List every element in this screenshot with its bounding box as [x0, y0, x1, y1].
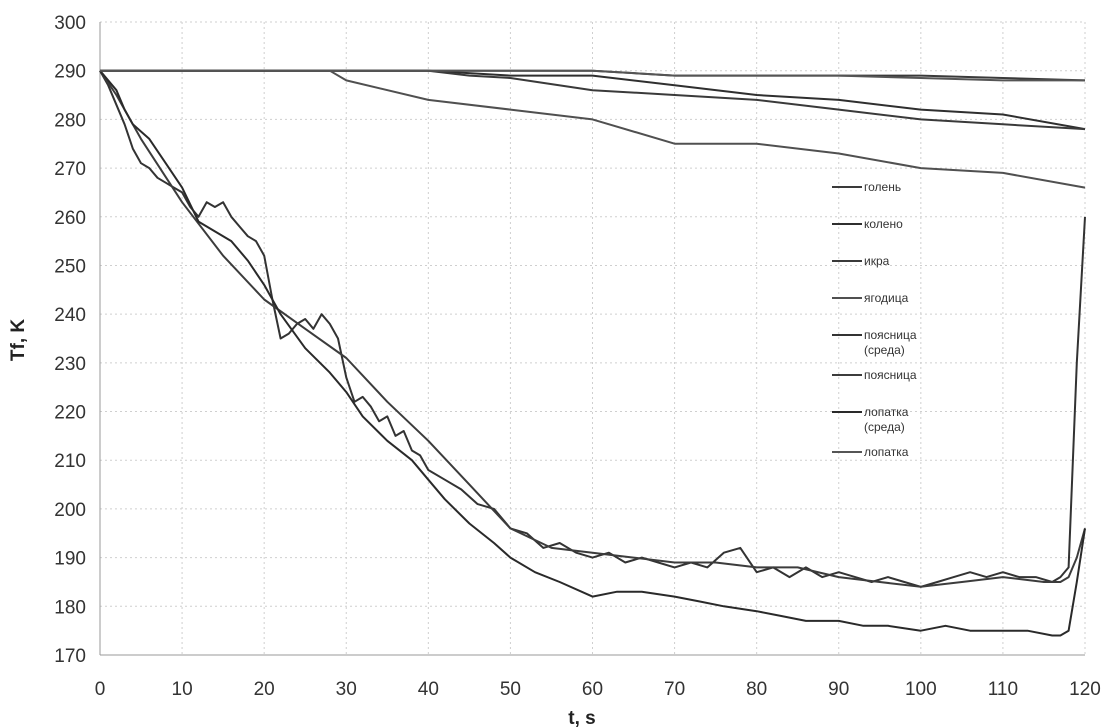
x-tick-label: 80 — [746, 679, 767, 700]
legend: голень колено икра ягодица поясница (среда) по… — [832, 180, 917, 459]
series-line-5 — [99, 70, 1086, 588]
legend-label: лопатка — [864, 445, 909, 459]
y-tick-label: 210 — [54, 451, 86, 472]
y-tick-label: 270 — [54, 159, 86, 180]
y-tick-label: 180 — [54, 597, 86, 618]
y-tick-label: 290 — [54, 62, 86, 83]
legend-label: ягодица — [864, 291, 909, 305]
series-line-4 — [99, 70, 1086, 588]
series-line-6 — [99, 70, 1086, 637]
series-group — [99, 69, 1086, 637]
axes — [99, 22, 1085, 656]
y-tick-label: 190 — [54, 549, 86, 570]
x-tick-label: 60 — [582, 679, 603, 700]
y-tick-label: 220 — [54, 403, 86, 424]
x-tick-label: 50 — [500, 679, 521, 700]
x-tick-label: 70 — [664, 679, 685, 700]
legend-label: поясница — [864, 368, 917, 382]
legend-label: икра — [864, 254, 890, 268]
y-tick-label: 240 — [54, 305, 86, 326]
x-tick-label: 100 — [905, 679, 937, 700]
x-tick-label: 110 — [988, 679, 1018, 700]
x-tick-label: 90 — [828, 679, 849, 700]
series-line-2 — [100, 69, 1086, 131]
series-line-1 — [100, 69, 1086, 131]
x-tick-label: 20 — [254, 679, 275, 700]
x-tick-label: 30 — [336, 679, 357, 700]
y-tick-label: 170 — [54, 646, 86, 667]
x-tick-label: 10 — [172, 679, 193, 700]
x-tick-label: 40 — [418, 679, 439, 700]
x-axis-label: t, s — [568, 708, 595, 728]
series-line-3 — [100, 69, 1086, 189]
y-tick-label: 260 — [54, 208, 86, 229]
series-line-7 — [100, 69, 1085, 82]
x-tick-label: 120 — [1069, 679, 1101, 700]
y-tick-label: 300 — [54, 13, 86, 34]
y-tick-label: 200 — [54, 500, 86, 521]
legend-label: голень — [864, 180, 901, 194]
y-tick-label: 250 — [54, 256, 86, 277]
legend-label: лопатка (среда) — [864, 405, 909, 434]
tick-labels: 1701801902002102202302402502602702802903… — [54, 13, 1101, 700]
y-axis-label: Tf, K — [8, 319, 29, 361]
y-tick-label: 230 — [54, 354, 86, 375]
legend-label: поясница (среда) — [864, 328, 917, 357]
x-tick-label: 0 — [95, 679, 106, 700]
grid — [99, 21, 1086, 656]
y-tick-label: 280 — [54, 110, 86, 131]
legend-label: колено — [864, 217, 903, 231]
